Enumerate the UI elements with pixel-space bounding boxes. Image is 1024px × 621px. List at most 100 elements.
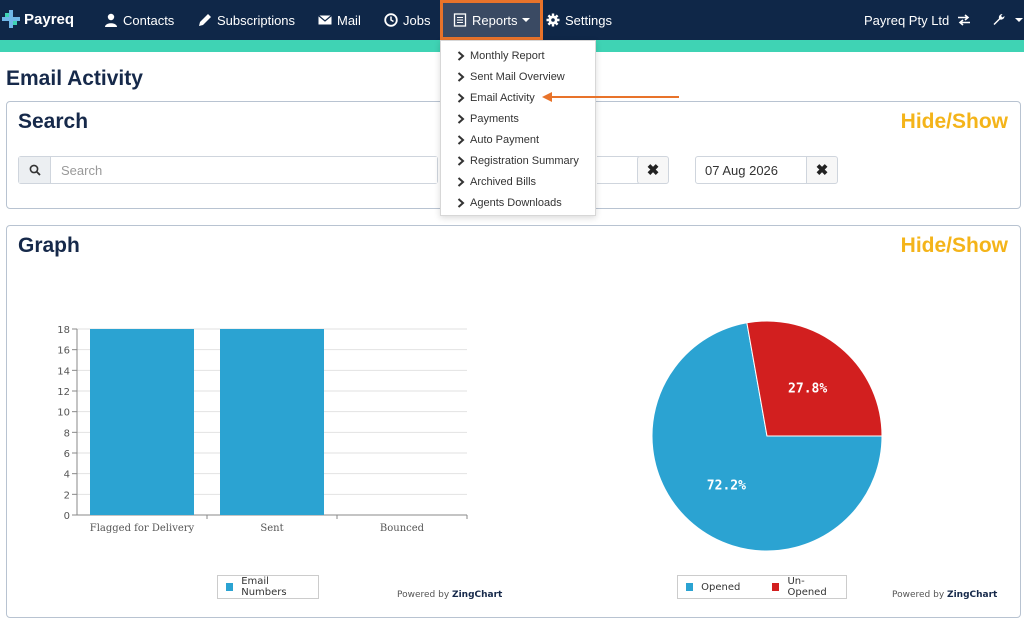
legend-label-unopened: Un-Opened [787,576,827,598]
y-tick-label: 6 [64,449,70,460]
switch-arrows-icon [958,14,971,26]
start-date-field[interactable] [597,156,639,184]
y-tick-label: 2 [64,490,70,501]
nav-contacts-label: Contacts [123,12,175,28]
pencil-icon [199,14,211,26]
bar [90,329,194,515]
reports-menu-item-label: Payments [470,112,519,125]
top-navbar: Payreq Contacts Subscriptions Mail Jobs … [0,0,1024,40]
bar-chart: 0 2 4 6 8 10 12 14 16 18 Flagged for Delivery Sent B… [57,325,468,534]
envelope-icon [318,15,332,25]
caret-down-icon [521,18,530,22]
reports-menu-item[interactable]: Payments [441,108,595,129]
reports-menu-item-label: Registration Summary [470,154,579,167]
bar-chart-legend[interactable]: Email Numbers [217,575,319,599]
brand-logo[interactable]: Payreq [2,8,74,30]
caret-down-icon [1015,18,1023,22]
bar [220,329,324,515]
clear-start-date-button[interactable]: ✖ [637,156,669,184]
reports-menu-item-label: Sent Mail Overview [470,70,565,83]
user-icon [105,13,117,27]
brand-name: Payreq [24,10,75,28]
legend-swatch-email-numbers [226,583,234,591]
y-tick-label: 12 [57,387,70,398]
reports-menu-item[interactable]: Archived Bills [441,171,595,192]
legend-swatch-opened [686,583,694,591]
reports-dropdown: Monthly Report Sent Mail Overview Email Ac… [440,40,596,216]
nav-reports[interactable]: Reports [440,0,543,40]
chevron-right-icon [457,113,465,124]
y-tick-label: 16 [57,346,70,357]
reports-menu-item-label: Auto Payment [470,133,540,146]
powered-by-brand: ZingChart [452,590,503,600]
legend-label-opened: Opened [701,581,741,593]
pie-chart: 72.2% 27.8% [651,320,883,552]
legend-label-email-numbers: Email Numbers [241,576,287,598]
pie-slice-unopened[interactable] [746,320,883,437]
y-tick-label: 14 [57,366,70,377]
nav-contacts[interactable]: Contacts [104,0,174,40]
graph-hide-show-toggle[interactable]: Hide/Show [900,234,1008,257]
nav-settings[interactable]: Settings [546,0,612,40]
y-tick-label: 0 [64,511,70,522]
nav-jobs-label: Jobs [403,12,431,28]
nav-subscriptions[interactable]: Subscriptions [198,0,295,40]
powered-by-prefix: Powered by [397,590,450,600]
clock-icon [384,13,398,27]
company-switcher[interactable]: Payreq Pty Ltd [864,0,976,40]
reports-menu-item-label: Agents Downloads [470,196,562,209]
wrench-icon [993,13,1005,25]
pie-chart-legend[interactable]: Opened Un-Opened [677,575,847,599]
reports-menu-item-label: Monthly Report [470,49,545,62]
payreq-logo-icon [2,10,20,28]
powered-by-prefix: Powered by [892,590,945,600]
tools-menu[interactable] [992,0,1023,40]
search-field [18,156,438,184]
reports-menu-item[interactable]: Auto Payment [441,129,595,150]
search-icon [29,164,41,176]
end-date-input[interactable]: 07 Aug 2026 [695,156,807,184]
pie-slice-opened[interactable] [651,322,883,552]
nav-mail[interactable]: Mail [318,0,361,40]
x-tick-label: Bounced [380,523,425,534]
chevron-right-icon [457,176,465,187]
reports-menu-item-label: Archived Bills [470,175,537,188]
search-icon-addon [19,157,51,183]
report-icon [453,13,467,27]
x-tick-label: Flagged for Delivery [90,523,195,534]
reports-menu-item[interactable]: Monthly Report [441,45,595,66]
chevron-right-icon [457,197,465,208]
nav-settings-label: Settings [565,12,612,28]
reports-menu-item[interactable]: Agents Downloads [441,192,595,213]
clear-end-date-button[interactable]: ✖ [806,156,838,184]
y-tick-label: 4 [64,470,70,481]
chevron-right-icon [457,71,465,82]
gear-icon [546,13,560,27]
reports-menu-item[interactable]: Registration Summary [441,150,595,171]
pie-value-label: 27.8% [788,382,827,397]
graph-panel: Graph Hide/Show 0 2 4 6 8 10 12 14 16 18 Flagged f… [6,225,1021,618]
chevron-right-icon [457,92,465,103]
y-tick-label: 10 [57,408,70,419]
nav-reports-label: Reports [472,12,518,28]
nav-mail-label: Mail [337,12,361,28]
nav-jobs[interactable]: Jobs [384,0,430,40]
chevron-right-icon [457,50,465,61]
pie-chart-powered-by[interactable]: Powered by ZingChart [892,590,997,600]
legend-swatch-unopened [772,583,780,591]
annotation-arrow [542,92,679,102]
powered-by-brand: ZingChart [947,590,998,600]
chevron-right-icon [457,155,465,166]
bar-chart-powered-by[interactable]: Powered by ZingChart [397,590,502,600]
x-tick-label: Sent [260,523,283,534]
search-input[interactable] [51,157,437,183]
search-hide-show-toggle[interactable]: Hide/Show [900,110,1008,133]
reports-menu-item[interactable]: Email Activity [441,87,595,108]
reports-menu-item-label: Email Activity [470,91,535,104]
y-tick-label: 8 [64,428,70,439]
reports-menu-item[interactable]: Sent Mail Overview [441,66,595,87]
chevron-right-icon [457,134,465,145]
nav-subscriptions-label: Subscriptions [217,12,296,28]
page-title: Email Activity [6,67,143,90]
y-tick-label: 18 [57,325,70,336]
